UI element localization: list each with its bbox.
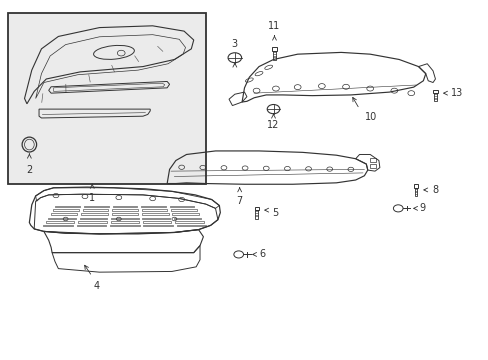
Text: 4: 4 [94,281,100,291]
Text: 3: 3 [231,39,237,49]
Text: 5: 5 [272,208,278,217]
Bar [254,207,258,210]
Bar [433,93,436,101]
Text: 6: 6 [259,249,264,260]
Text: 2: 2 [26,165,32,175]
Text: 8: 8 [431,185,437,195]
Text: 7: 7 [236,196,243,206]
Bar [414,188,417,196]
Bar [255,210,257,219]
Bar [273,51,275,59]
Text: 1: 1 [89,193,95,203]
FancyBboxPatch shape [8,13,205,184]
Bar [432,90,437,93]
Text: 12: 12 [267,121,279,130]
Text: 13: 13 [450,88,463,98]
Bar [413,184,417,188]
Text: 11: 11 [268,21,280,31]
Text: 10: 10 [365,112,377,122]
Text: 9: 9 [419,203,425,213]
Bar [272,47,276,51]
